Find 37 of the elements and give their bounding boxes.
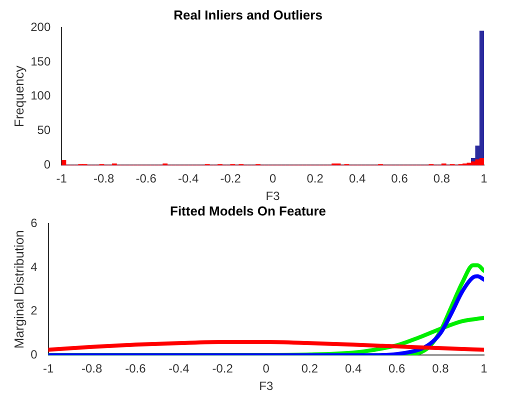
x-axis-title: F3 [259,379,274,394]
x-tick-label: -0.6 [136,172,157,186]
y-tick-label: 0 [30,348,38,362]
x-tick-label: 1 [480,172,488,186]
x-tick-label: -0.2 [220,172,242,186]
y-axis-title: Frequency [11,65,26,128]
x-tick-label: -0.6 [125,362,146,376]
x-tick-label: 1 [480,362,488,376]
y-axis-title: Marginal Distribution [11,230,26,349]
y-tick-label: 100 [30,88,51,103]
y-tick-label: 6 [30,216,38,230]
chart-title: Fitted Models On Feature [170,203,326,218]
x-tick-label: -1 [42,362,54,376]
x-tick-label: -0.8 [82,362,103,376]
x-tick-label: 0.6 [391,172,408,186]
x-tick-label: 0.8 [433,172,450,186]
y-tick-label: 4 [30,260,38,274]
x-tick-label: -0.4 [168,362,190,376]
chart-title: Real Inliers and Outliers [174,7,322,22]
y-tick-label: 0 [44,158,51,172]
x-tick-label: 0.4 [348,172,366,186]
x-tick-label: -0.4 [178,172,199,186]
x-tick-label: 0 [269,172,276,186]
x-tick-label: 0.2 [306,172,324,186]
x-tick-label: 0.8 [432,362,450,376]
x-tick-label: -1 [56,172,68,186]
y-tick-label: 150 [30,54,51,68]
x-tick-label: 0.6 [388,362,406,376]
y-tick-label: 200 [30,20,51,34]
y-tick-label: 2 [30,304,38,318]
y-tick-label: 50 [37,123,51,138]
x-tick-label: -0.2 [212,362,234,376]
x-axis-title: F3 [266,189,280,204]
x-tick-label: -0.8 [94,172,115,186]
x-tick-label: 0 [262,362,270,376]
x-tick-label: 0.4 [344,362,362,376]
x-tick-label: 0.2 [301,362,318,376]
